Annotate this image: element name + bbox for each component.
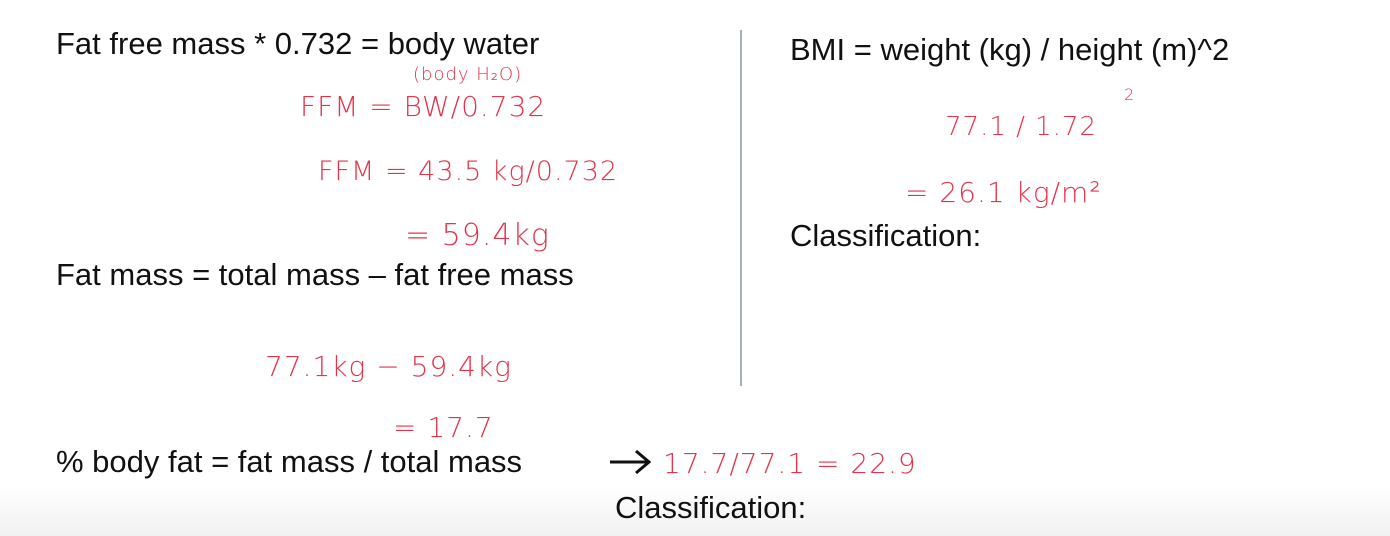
water-result: = 59.4kg (405, 218, 550, 253)
bottom-fade (0, 485, 1390, 536)
bmi-exponent: 2 (1124, 85, 1135, 104)
percent-formula: % body fat = fat mass / total mass (56, 444, 522, 479)
fat-result: = 17.7 (393, 411, 494, 444)
water-note: (body H₂O) (413, 64, 522, 85)
bmi-step: 77.1 / 1.72 (945, 112, 1097, 142)
water-step2: FFM = 43.5 kg/0.732 (318, 156, 618, 187)
classification: Classification: (615, 490, 806, 525)
water-formula: Fat free mass * 0.732 = body water (56, 26, 539, 61)
fat-formula: Fat mass = total mass – fat free mass (56, 257, 574, 292)
arrow (610, 449, 652, 475)
bmi-formula: BMI = weight (kg) / height (m)^2 (790, 32, 1229, 67)
percent-work: 17.7/77.1 = 22.9 (663, 447, 917, 480)
classification: Classification: (790, 218, 981, 253)
water-step1: FFM = BW/0.732 (300, 90, 546, 123)
bmi-result: = 26.1 kg/m² (905, 176, 1102, 209)
fat-step: 77.1kg − 59.4kg (265, 350, 512, 383)
